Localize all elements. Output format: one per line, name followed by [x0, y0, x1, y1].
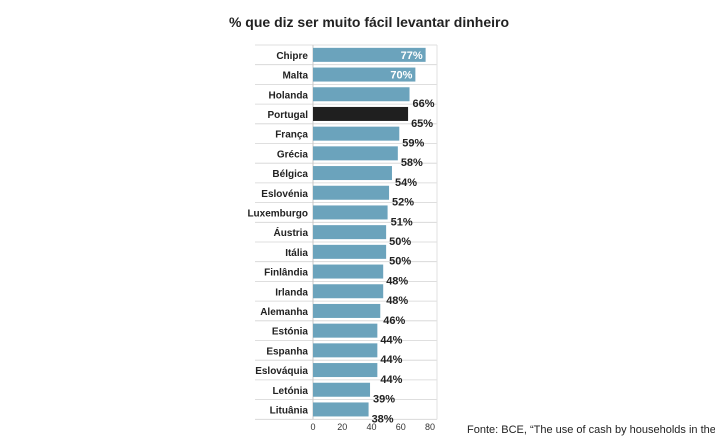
bar-gr-cia: [313, 146, 398, 161]
x-tick-label-20: 20: [337, 422, 347, 432]
value-label-luxemburgo: 51%: [391, 216, 413, 228]
value-label-irlanda: 48%: [386, 295, 408, 307]
value-label-b-lgica: 54%: [395, 177, 417, 189]
bar--ustria: [313, 225, 387, 240]
value-label-finl-ndia: 48%: [386, 275, 408, 287]
category-label-gr-cia: Grécia: [277, 149, 309, 160]
bar-luxemburgo: [313, 205, 388, 220]
bar-it-lia: [313, 244, 387, 259]
category-label-est-nia: Estónia: [272, 327, 309, 338]
category-label-luxemburgo: Luxemburgo: [247, 208, 308, 219]
category-label-fran-a: França: [275, 130, 308, 141]
category-label--ustria: Áustria: [274, 226, 309, 239]
x-tick-label-60: 60: [396, 422, 406, 432]
category-label-finl-ndia: Finlândia: [264, 268, 308, 279]
bar-malta: [313, 67, 416, 82]
value-label-eslov-quia: 44%: [380, 374, 402, 386]
bar-espanha: [313, 343, 378, 358]
value-label-litu-nia: 38%: [372, 413, 394, 425]
value-label-eslov-nia: 52%: [392, 197, 414, 209]
value-label-gr-cia: 58%: [401, 157, 423, 169]
value-label-malta: 70%: [390, 70, 412, 82]
x-tick-label-80: 80: [425, 422, 435, 432]
category-label-eslov-nia: Eslovénia: [261, 189, 308, 200]
value-label-est-nia: 44%: [380, 335, 402, 347]
category-label-chipre: Chipre: [276, 51, 308, 62]
bar-portugal: [313, 106, 409, 121]
value-label-holanda: 66%: [413, 98, 435, 110]
category-label-let-nia: Letónia: [272, 386, 308, 397]
category-label-irlanda: Irlanda: [275, 287, 308, 298]
category-label-eslov-quia: Eslováquia: [255, 366, 308, 377]
category-label-espanha: Espanha: [266, 346, 308, 357]
bar-est-nia: [313, 323, 378, 338]
category-label-holanda: Holanda: [269, 90, 309, 101]
bar-b-lgica: [313, 166, 392, 181]
value-label-fran-a: 59%: [402, 138, 424, 150]
chart-title: % que diz ser muito fácil levantar dinhe…: [228, 14, 510, 30]
source-note: Fonte: BCE, “The use of cash by househol…: [467, 424, 715, 436]
value-label-chipre: 77%: [401, 50, 423, 62]
x-tick-label-0: 0: [310, 422, 315, 432]
bar-eslov-quia: [313, 363, 378, 378]
x-tick-label-40: 40: [366, 422, 376, 432]
bar-finl-ndia: [313, 264, 384, 279]
bar-let-nia: [313, 382, 371, 397]
category-label-litu-nia: Lituânia: [270, 405, 309, 416]
category-label-b-lgica: Bélgica: [272, 169, 308, 180]
bar-fran-a: [313, 126, 400, 141]
category-label-portugal: Portugal: [267, 110, 308, 121]
category-label-it-lia: Itália: [285, 248, 308, 259]
value-label-let-nia: 39%: [373, 394, 395, 406]
category-label-alemanha: Alemanha: [260, 307, 308, 318]
bar-irlanda: [313, 284, 384, 299]
value-label-portugal: 65%: [411, 118, 433, 130]
value-label-it-lia: 50%: [389, 256, 411, 268]
bar-chipre: [313, 47, 426, 62]
bar-holanda: [313, 87, 410, 102]
value-label--ustria: 50%: [389, 236, 411, 248]
bar-eslov-nia: [313, 185, 390, 200]
bar-litu-nia: [313, 402, 369, 417]
category-label-malta: Malta: [282, 71, 308, 82]
bar-alemanha: [313, 303, 381, 318]
value-label-espanha: 44%: [380, 354, 402, 366]
value-label-alemanha: 46%: [383, 315, 405, 327]
